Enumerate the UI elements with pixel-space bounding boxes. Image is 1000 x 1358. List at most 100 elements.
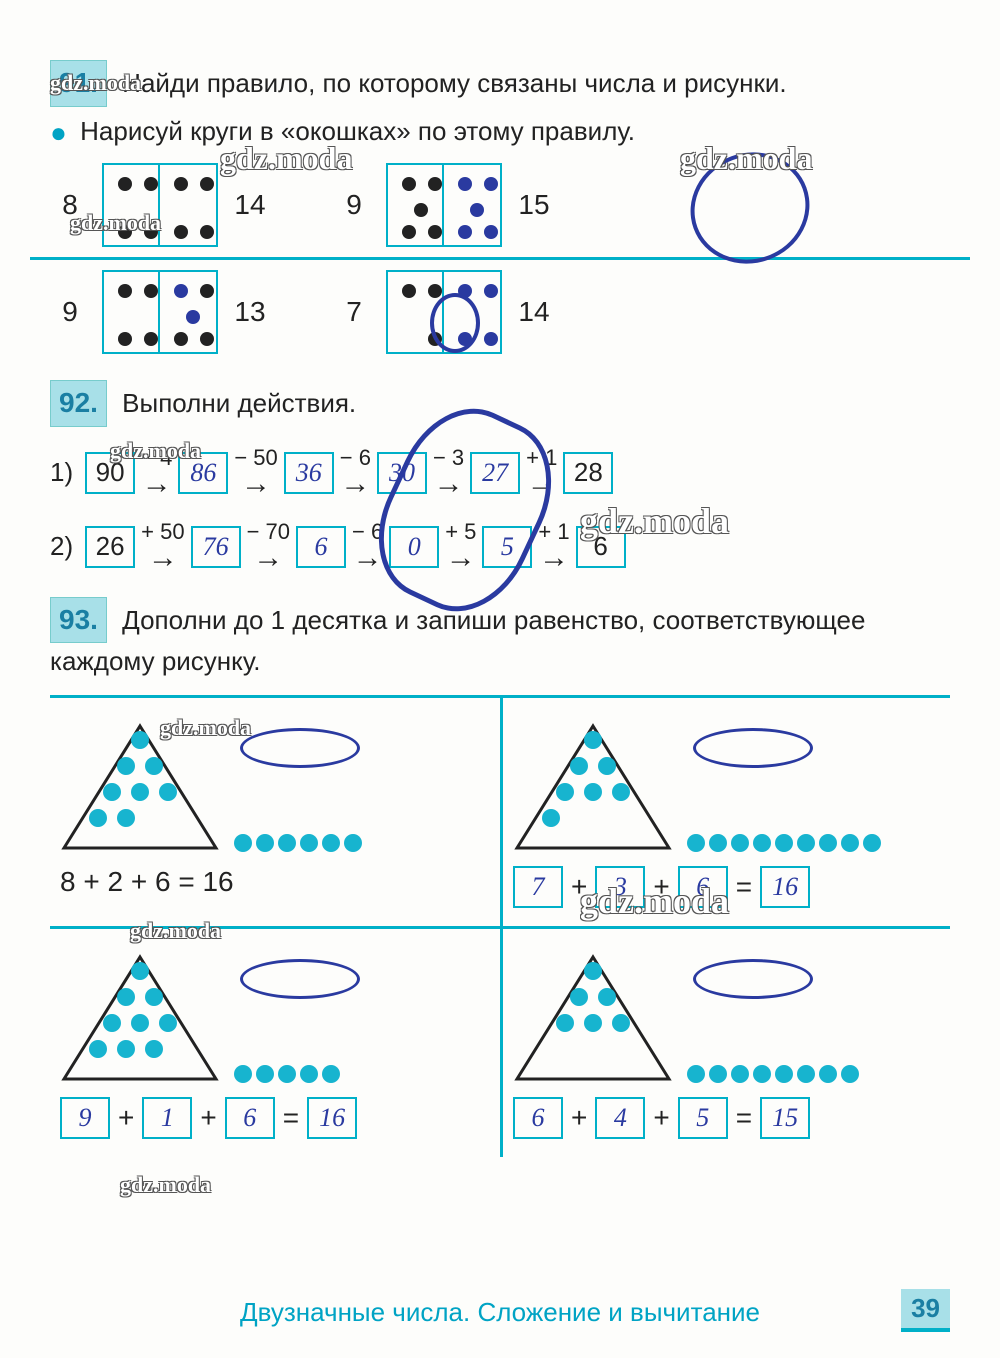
dice-number: 13	[230, 296, 270, 328]
counter-dot	[731, 1065, 749, 1083]
op-symbol: =	[283, 1102, 299, 1134]
chain-box: 36	[284, 452, 334, 494]
dice-dot	[144, 332, 158, 346]
dice-dot	[118, 284, 132, 298]
dice-dot	[458, 177, 472, 191]
equation: 6+4+5=15	[513, 1097, 940, 1139]
dice-dot	[470, 203, 484, 217]
extra-dots	[687, 834, 881, 852]
task91-row: 913714	[50, 270, 950, 354]
task-92: 92. Выполни действия. 1)90− 4→86− 50→36−…	[50, 380, 950, 575]
counter-dot	[278, 1065, 296, 1083]
dice-number: 9	[334, 189, 374, 221]
op-symbol: +	[653, 871, 669, 903]
task91-line1: Найди правило, по которому связаны числа…	[122, 68, 786, 98]
dice-number: 7	[334, 296, 374, 328]
counter-dot	[256, 1065, 274, 1083]
counter-dot	[234, 1065, 252, 1083]
arrow-icon: →	[241, 467, 271, 501]
counter-dot	[234, 834, 252, 852]
footer: Двузначные числа. Сложение и вычитание	[0, 1297, 1000, 1328]
bullet-icon: ●	[50, 117, 67, 148]
dice-dot	[174, 225, 188, 239]
dice-box	[102, 270, 218, 354]
task-93: 93. Дополни до 1 десятка и запиши равенс…	[50, 597, 950, 1157]
task91-bullet-text: Нарисуй круги в «окошках» по этому прави…	[80, 116, 635, 146]
triangle-figure	[513, 953, 673, 1083]
task93-cell: 7+3+6=16	[500, 698, 950, 929]
chain-box: 90	[85, 452, 135, 494]
answer-box: 7	[513, 866, 563, 908]
dice-dot	[428, 284, 442, 298]
page: gdz.modagdz.modagdz.modagdz.modagdz.moda…	[0, 0, 1000, 1358]
chain-box: 0	[389, 526, 439, 568]
dice-number: 14	[230, 189, 270, 221]
dice-box	[386, 163, 502, 247]
counter-dot	[819, 1065, 837, 1083]
dice-box	[102, 163, 218, 247]
answer-box: 6	[513, 1097, 563, 1139]
counter-dot	[300, 834, 318, 852]
task92-title: Выполни действия.	[122, 388, 356, 418]
answer-box: 15	[760, 1097, 810, 1139]
op-symbol: =	[736, 1102, 752, 1134]
dice-dot	[458, 225, 472, 239]
counter-dot	[322, 1065, 340, 1083]
dice-dot	[428, 332, 442, 346]
task91-heading: 91. Найди правило, по которому связаны ч…	[50, 60, 950, 107]
footer-title: Двузначные числа. Сложение и вычитание	[240, 1297, 760, 1328]
counter-dot	[797, 1065, 815, 1083]
counter-dot	[797, 834, 815, 852]
op-symbol: +	[200, 1102, 216, 1134]
equation: 8 + 2 + 6 = 16	[60, 866, 490, 898]
arrow-icon: →	[148, 541, 178, 575]
dice-dot	[144, 284, 158, 298]
dice-number: 15	[514, 189, 554, 221]
answer-box: 16	[307, 1097, 357, 1139]
dice-dot	[174, 332, 188, 346]
answer-box: 5	[678, 1097, 728, 1139]
task93-num: 93.	[50, 597, 107, 644]
chain-box: 30	[377, 452, 427, 494]
arrow-icon: →	[253, 541, 283, 575]
counter-dot	[841, 834, 859, 852]
counter-dot	[731, 834, 749, 852]
page-number: 39	[901, 1289, 950, 1332]
arrow-icon: →	[353, 541, 383, 575]
dice-dot	[428, 177, 442, 191]
counter-dot	[256, 834, 274, 852]
answer-box: 6	[678, 866, 728, 908]
op-symbol: +	[653, 1102, 669, 1134]
arrow-icon: →	[142, 467, 172, 501]
answer-box: 4	[595, 1097, 645, 1139]
dice-dot	[118, 225, 132, 239]
task93-heading: 93. Дополни до 1 десятка и запиши равенс…	[50, 597, 950, 681]
arrow-icon: →	[446, 541, 476, 575]
chain-box: 27	[470, 452, 520, 494]
dice-dot	[200, 284, 214, 298]
dice-dot	[200, 177, 214, 191]
task92-heading: 92. Выполни действия.	[50, 380, 950, 427]
equation: 9+1+6=16	[60, 1097, 490, 1139]
counter-dot	[841, 1065, 859, 1083]
arrow-icon: →	[539, 541, 569, 575]
task91-num: 91.	[50, 60, 107, 107]
answer-box: 3	[595, 866, 645, 908]
dice-dot	[118, 332, 132, 346]
counter-dot	[863, 834, 881, 852]
dice-number: 9	[50, 296, 90, 328]
answer-box: 9	[60, 1097, 110, 1139]
counter-dot	[775, 1065, 793, 1083]
answer-box: 1	[142, 1097, 192, 1139]
dice-dot	[428, 225, 442, 239]
op-symbol: +	[571, 871, 587, 903]
arrow-icon: →	[527, 467, 557, 501]
task92-num: 92.	[50, 380, 107, 427]
calc-chain: 1)90− 4→86− 50→36− 6→30− 3→27+ 1→28	[50, 445, 950, 501]
triangle-figure	[513, 722, 673, 852]
chain-box: 86	[178, 452, 228, 494]
chain-label: 2)	[50, 531, 73, 562]
task91-bullet: ● Нарисуй круги в «окошках» по этому пра…	[50, 113, 950, 154]
chain-label: 1)	[50, 457, 73, 488]
counter-dot	[709, 1065, 727, 1083]
